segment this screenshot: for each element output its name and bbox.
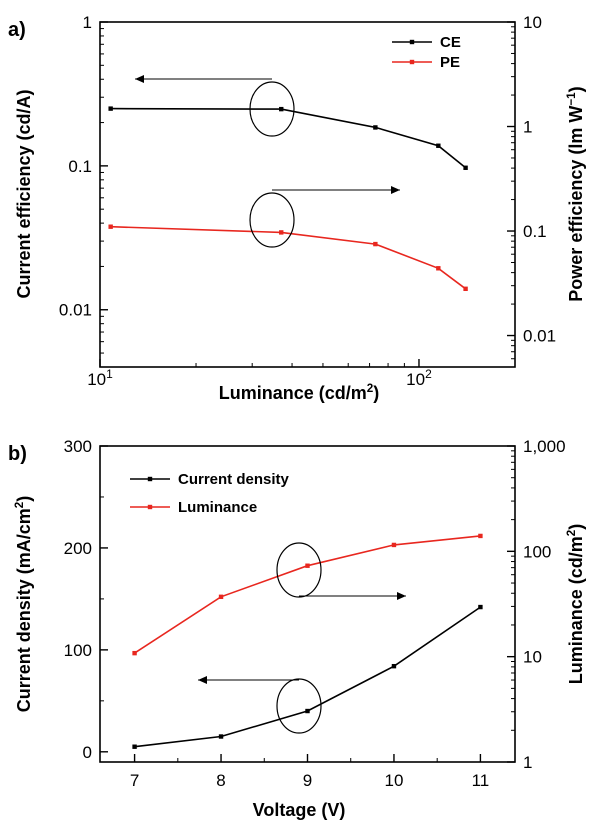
y-right-tick-label: 1,000 — [523, 437, 566, 456]
data-point — [391, 663, 397, 669]
x-tick-label: 101 — [87, 367, 113, 389]
data-point — [279, 106, 284, 112]
y-left-tick-label: 0.1 — [68, 157, 92, 176]
legend-label: Luminance — [178, 499, 257, 516]
series-line-0 — [110, 107, 467, 169]
legend-marker — [147, 476, 153, 482]
annotation-ellipse — [276, 542, 322, 598]
annotation-arrow-head — [397, 592, 406, 600]
annotation-arrow-head — [391, 186, 400, 194]
y-left-axis-label: Current efficiency (cd/A) — [14, 89, 34, 298]
y-right-tick-label: 1 — [523, 753, 532, 772]
series-line-0 — [134, 606, 481, 748]
annotation-ellipse — [276, 678, 322, 734]
y-left-axis-label: Current density (mA/cm2) — [13, 496, 34, 713]
data-point — [373, 241, 378, 247]
x-axis-label: Voltage (V) — [253, 800, 346, 820]
y-right-tick-label: 0.1 — [523, 222, 547, 241]
data-point — [108, 224, 113, 229]
data-point — [463, 165, 468, 170]
panel-label: a) — [8, 19, 26, 41]
panel-label: b) — [8, 443, 27, 465]
y-right-tick-label: 100 — [523, 542, 551, 561]
y-left-tick-label: 0.01 — [59, 301, 92, 320]
data-point — [218, 594, 224, 600]
annotation-ellipse — [249, 192, 295, 248]
data-point — [279, 230, 284, 235]
legend-marker — [409, 59, 415, 65]
y-right-tick-label: 0.01 — [523, 327, 556, 346]
x-tick-label: 9 — [303, 771, 312, 790]
data-point — [391, 542, 397, 548]
plot-frame — [99, 21, 516, 368]
x-tick-label: 10 — [384, 771, 403, 790]
legend-label: CE — [440, 34, 461, 51]
y-right-tick-label: 10 — [523, 648, 542, 667]
legend-marker — [147, 504, 153, 510]
x-axis-label: Luminance (cd/m2) — [219, 382, 380, 403]
data-point — [218, 734, 224, 739]
legend-marker — [409, 39, 415, 45]
y-left-tick-label: 300 — [64, 437, 92, 456]
y-right-axis-label: Power efficiency (lm W−1) — [565, 86, 586, 301]
y-left-tick-label: 200 — [64, 539, 92, 558]
data-point — [436, 143, 441, 148]
data-point — [305, 708, 310, 714]
x-tick-label: 11 — [472, 771, 490, 790]
data-point — [132, 744, 137, 749]
data-point — [132, 650, 137, 656]
data-point — [305, 563, 310, 568]
legend-label: PE — [440, 54, 460, 71]
data-point — [436, 266, 441, 271]
y-left-tick-label: 1 — [83, 13, 92, 32]
data-point — [373, 125, 378, 130]
y-left-tick-label: 100 — [64, 641, 92, 660]
y-right-tick-label: 1 — [523, 118, 532, 137]
chart-panel-b: b) 7 8 9 10 11 0 100 200 300 1,000 100 10 1 Voltage (V… — [8, 437, 586, 820]
annotation-arrow-head — [135, 75, 144, 83]
annotation-ellipse — [249, 81, 295, 137]
x-tick-label: 8 — [216, 771, 225, 790]
plot-frame — [99, 445, 516, 763]
data-point — [108, 106, 113, 111]
legend-label: Current density — [178, 471, 290, 488]
x-tick-label: 102 — [406, 367, 432, 389]
annotation-arrow-head — [198, 676, 207, 684]
data-point — [463, 286, 468, 292]
y-right-tick-label: 10 — [523, 13, 542, 32]
y-right-axis-label: Luminance (cd/m2) — [565, 524, 586, 685]
data-point — [478, 533, 483, 539]
series-line-1 — [110, 225, 467, 290]
y-left-tick-label: 0 — [83, 743, 92, 762]
x-tick-label: 7 — [130, 771, 139, 790]
data-point — [478, 604, 483, 610]
